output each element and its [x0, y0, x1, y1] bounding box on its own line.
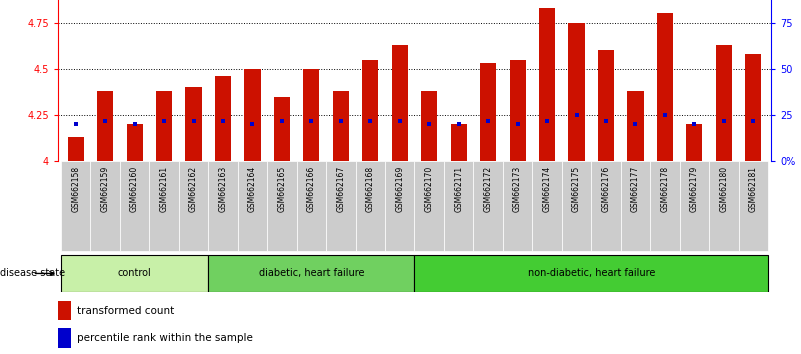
- Text: control: control: [118, 268, 151, 279]
- Bar: [67, 137, 84, 161]
- Bar: [385, 161, 414, 251]
- Text: GSM662177: GSM662177: [631, 166, 640, 212]
- Bar: [650, 161, 680, 251]
- Bar: [120, 161, 149, 251]
- Bar: [739, 161, 768, 251]
- Text: GSM662170: GSM662170: [425, 166, 433, 212]
- Text: disease state: disease state: [0, 268, 65, 279]
- Bar: [208, 255, 414, 292]
- Text: GSM662168: GSM662168: [366, 166, 375, 212]
- Bar: [591, 161, 621, 251]
- Bar: [127, 125, 143, 161]
- Bar: [451, 125, 467, 161]
- Bar: [414, 161, 444, 251]
- Bar: [238, 161, 268, 251]
- Bar: [58, 301, 70, 320]
- Bar: [149, 161, 179, 251]
- Bar: [680, 161, 709, 251]
- Bar: [716, 45, 732, 161]
- Text: GSM662171: GSM662171: [454, 166, 463, 212]
- Text: GSM662159: GSM662159: [101, 166, 110, 212]
- Bar: [296, 161, 326, 251]
- Bar: [569, 23, 585, 161]
- Text: GSM662179: GSM662179: [690, 166, 699, 212]
- Bar: [562, 161, 591, 251]
- Text: GSM662165: GSM662165: [277, 166, 287, 212]
- Bar: [621, 161, 650, 251]
- Text: GSM662178: GSM662178: [661, 166, 670, 212]
- Bar: [392, 45, 408, 161]
- Bar: [709, 161, 739, 251]
- Bar: [332, 91, 349, 161]
- Text: GSM662180: GSM662180: [719, 166, 728, 212]
- Bar: [539, 8, 555, 161]
- Text: GSM662169: GSM662169: [395, 166, 405, 212]
- Bar: [533, 161, 562, 251]
- Text: GSM662172: GSM662172: [484, 166, 493, 212]
- Bar: [97, 91, 113, 161]
- Text: diabetic, heart failure: diabetic, heart failure: [259, 268, 364, 279]
- Bar: [421, 91, 437, 161]
- Text: GSM662181: GSM662181: [749, 166, 758, 212]
- Bar: [503, 161, 533, 251]
- Bar: [61, 255, 208, 292]
- Text: non-diabetic, heart failure: non-diabetic, heart failure: [528, 268, 655, 279]
- Bar: [156, 91, 172, 161]
- Text: GSM662158: GSM662158: [71, 166, 80, 212]
- Text: GSM662173: GSM662173: [513, 166, 522, 212]
- Bar: [598, 51, 614, 161]
- Bar: [58, 329, 70, 348]
- Bar: [268, 161, 296, 251]
- Bar: [473, 161, 503, 251]
- Text: GSM662176: GSM662176: [602, 166, 610, 212]
- Bar: [657, 13, 673, 161]
- Bar: [185, 87, 202, 161]
- Text: GSM662166: GSM662166: [307, 166, 316, 212]
- Text: percentile rank within the sample: percentile rank within the sample: [77, 333, 253, 343]
- Text: GSM662161: GSM662161: [159, 166, 168, 212]
- Bar: [745, 54, 762, 161]
- Bar: [61, 161, 91, 251]
- Bar: [326, 161, 356, 251]
- Bar: [480, 63, 497, 161]
- Bar: [686, 125, 702, 161]
- Bar: [362, 60, 378, 161]
- Text: GSM662164: GSM662164: [248, 166, 257, 212]
- Bar: [627, 91, 643, 161]
- Text: GSM662174: GSM662174: [542, 166, 552, 212]
- Bar: [244, 69, 260, 161]
- Bar: [304, 69, 320, 161]
- Text: transformed count: transformed count: [77, 306, 175, 316]
- Text: GSM662163: GSM662163: [219, 166, 227, 212]
- Bar: [356, 161, 385, 251]
- Text: GSM662162: GSM662162: [189, 166, 198, 212]
- Text: GSM662175: GSM662175: [572, 166, 581, 212]
- Bar: [91, 161, 120, 251]
- Text: GSM662167: GSM662167: [336, 166, 345, 212]
- Bar: [179, 161, 208, 251]
- Bar: [444, 161, 473, 251]
- Text: GSM662160: GSM662160: [130, 166, 139, 212]
- Bar: [274, 97, 290, 161]
- Bar: [509, 60, 525, 161]
- Bar: [215, 76, 231, 161]
- Bar: [414, 255, 768, 292]
- Bar: [208, 161, 238, 251]
